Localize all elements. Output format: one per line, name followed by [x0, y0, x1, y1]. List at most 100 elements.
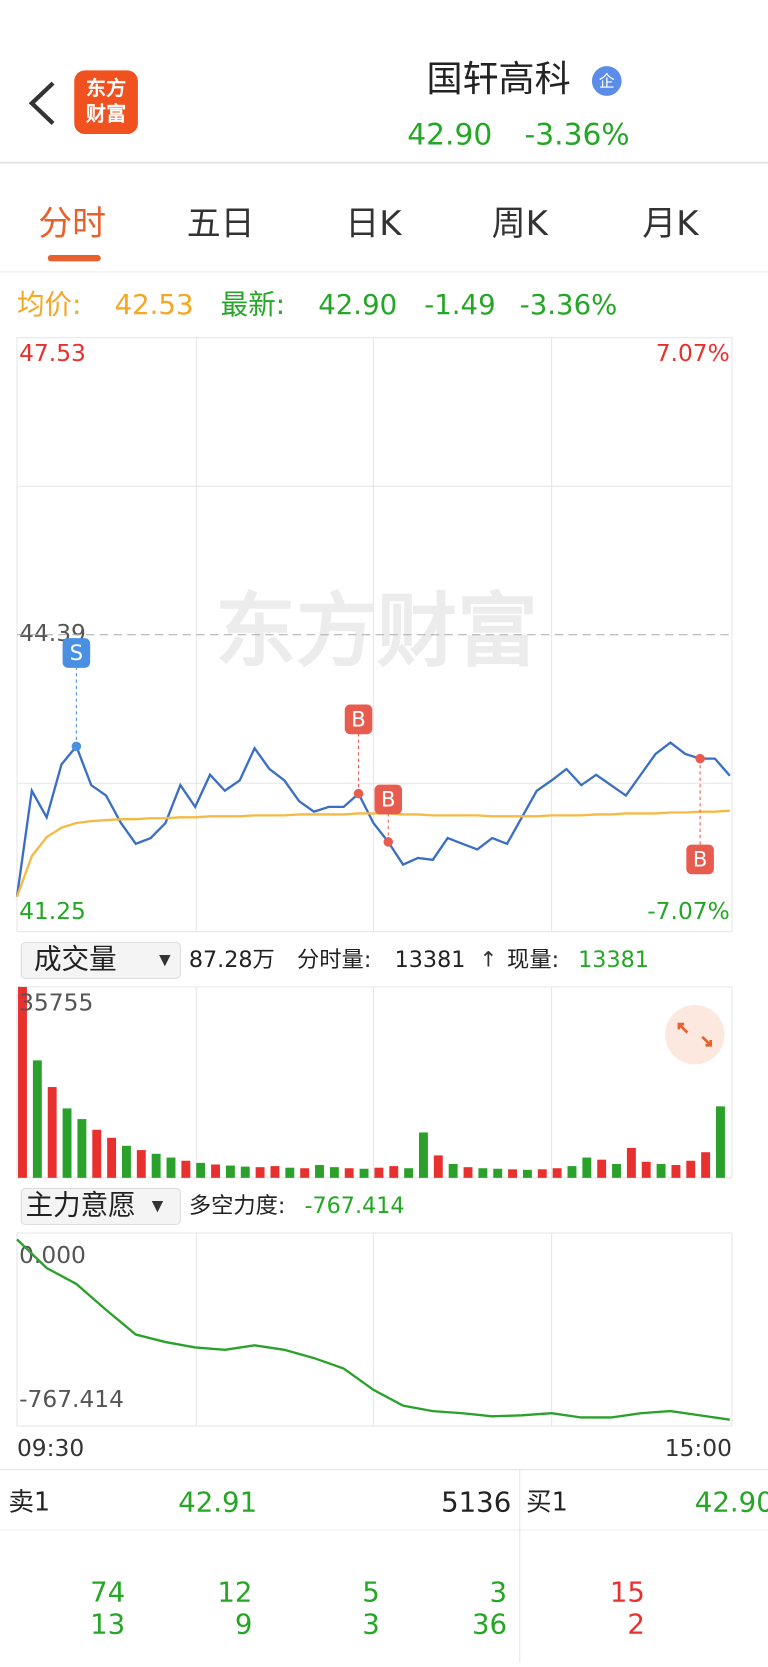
volume-bar: [597, 1159, 607, 1178]
now-volume: 13381: [578, 947, 649, 973]
ask-cell: 13: [90, 1607, 125, 1640]
y-tick-label: 47.53: [19, 339, 86, 367]
tab[interactable]: 月K: [642, 204, 699, 244]
marker-badge: [686, 844, 714, 875]
badge: [591, 66, 622, 96]
volume-bar: [656, 1163, 666, 1178]
marker-dot: [353, 788, 364, 799]
latest: 42.90: [318, 288, 397, 321]
volume-bar: [671, 1165, 681, 1178]
volume-bar: [493, 1168, 503, 1178]
ask-cell: 3: [490, 1576, 508, 1609]
metric: -767.414: [304, 1193, 404, 1219]
volume-bar: [196, 1162, 206, 1178]
period-volume: 13381: [395, 947, 466, 973]
volume-bar: [612, 1163, 621, 1178]
marker-dot: [383, 837, 394, 847]
volume-bar: [121, 1145, 131, 1178]
y2-tick-label: 7.07%: [656, 339, 730, 367]
volume-bar: [18, 986, 27, 1178]
volume-bar: [374, 1167, 384, 1178]
selector[interactable]: [20, 941, 181, 979]
panel-title: 主力意愿: [25, 1188, 135, 1221]
volume-bar: [522, 1169, 532, 1178]
panel-title: 成交量: [34, 942, 117, 975]
volume-bar: [166, 1157, 176, 1178]
logo: [74, 70, 138, 135]
volume-bar: [389, 1166, 399, 1178]
volume-bar: [255, 1167, 265, 1178]
ask-cell: 9: [235, 1607, 253, 1640]
selector[interactable]: [20, 1187, 181, 1226]
volume-bar: [107, 1137, 117, 1178]
tab-indicator: [47, 254, 101, 262]
x-tick-label: 15:00: [665, 1434, 732, 1462]
volume-bar: [181, 1160, 191, 1178]
volume-bar: [716, 1106, 725, 1178]
volume-bar: [344, 1168, 354, 1178]
y-tick-label: 0.000: [19, 1241, 86, 1269]
tab[interactable]: 五日: [187, 204, 255, 244]
volume-bar: [567, 1166, 577, 1178]
volume-bar: [419, 1132, 428, 1178]
bid-cell: 15: [610, 1576, 645, 1609]
volume-bar: [225, 1165, 235, 1178]
dropdown-icon: ▼: [152, 1196, 164, 1214]
volume-bar: [240, 1166, 250, 1178]
volume-bar: [537, 1169, 547, 1178]
tab[interactable]: 周K: [492, 204, 549, 244]
volume-bar: [151, 1153, 161, 1178]
ask-cell: 3: [362, 1607, 380, 1640]
marker-badge: [344, 704, 373, 735]
total-volume: 87.28万: [189, 947, 275, 973]
volume-bar: [285, 1167, 295, 1178]
arrow-icon: ↑: [479, 947, 497, 972]
volume-bar: [32, 1060, 42, 1178]
volume-bar: [62, 1108, 72, 1178]
price: 42.90: [407, 118, 492, 153]
ask-price: 42.91: [178, 1486, 257, 1519]
volume-bar: [211, 1164, 221, 1178]
volume-bar: [315, 1165, 324, 1178]
volume-bar: [448, 1163, 458, 1178]
expand-button[interactable]: [665, 1004, 725, 1065]
bid-cell: 2: [627, 1607, 645, 1640]
marker-badge: [62, 638, 91, 668]
x-tick-label: 09:30: [17, 1434, 84, 1462]
avg: 42.53: [115, 288, 194, 321]
volume-bar: [136, 1150, 146, 1178]
ask-cell: 12: [217, 1576, 252, 1609]
volume-bar: [686, 1160, 696, 1178]
series-line: [15, 741, 731, 897]
change: -1.49: [424, 288, 495, 321]
avg-label: 均价:: [17, 288, 81, 321]
volume-bar: [270, 1166, 280, 1178]
volume-bar: [701, 1152, 711, 1178]
ask-cell: 5: [362, 1576, 380, 1609]
volume-bar: [641, 1161, 651, 1178]
stock-title: 国轩高科: [426, 58, 570, 100]
ask-label: 卖1: [8, 1488, 50, 1518]
marker-dot: [71, 741, 82, 752]
y-tick-label: 41.25: [19, 897, 86, 925]
volume-bar: [404, 1168, 414, 1178]
volume-bar: [433, 1155, 443, 1178]
volume-bar: [47, 1087, 57, 1178]
back-button[interactable]: [28, 81, 55, 125]
volume-bar: [478, 1168, 488, 1178]
y-tick-label: -767.414: [19, 1385, 124, 1413]
volume-bar: [463, 1167, 473, 1178]
volume-bar: [359, 1168, 369, 1178]
metric-label: 多空力度:: [189, 1193, 286, 1219]
marker-label: B: [381, 788, 396, 813]
marker-label: B: [693, 847, 708, 872]
series-line: [15, 809, 730, 898]
volume-bar: [508, 1169, 518, 1178]
tab[interactable]: 分时: [38, 204, 106, 244]
y-tick-label: 35755: [19, 988, 93, 1016]
watermark: 东方财富: [215, 585, 537, 679]
change: -3.36%: [525, 118, 630, 153]
tab[interactable]: 日K: [345, 204, 402, 244]
dropdown-icon: ▼: [159, 950, 171, 968]
